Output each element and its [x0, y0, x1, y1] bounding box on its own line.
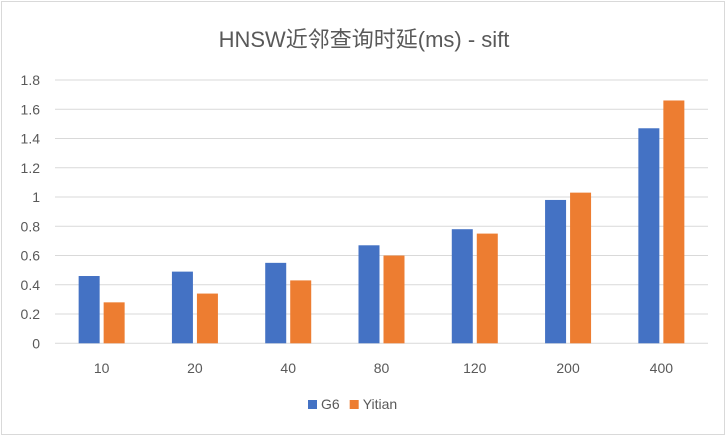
x-tick-label: 120	[463, 360, 487, 376]
legend-swatch-g6	[308, 400, 317, 409]
bar-yitian-40	[290, 280, 312, 344]
bar-g6-20	[171, 271, 193, 344]
y-tick-label: 0.6	[21, 248, 41, 264]
bar-g6-80	[358, 245, 380, 344]
bar-g6-40	[265, 262, 287, 344]
bar-g6-200	[545, 199, 567, 344]
legend-label-yitian: Yitian	[363, 396, 398, 412]
legend-swatch-yitian	[349, 400, 359, 409]
y-tick-label: 1.4	[21, 131, 41, 147]
legend-label-g6: G6	[321, 396, 340, 412]
x-tick-label: 80	[374, 360, 390, 376]
x-tick-label: 10	[94, 360, 110, 376]
y-tick-label: 1	[32, 189, 40, 205]
bar-yitian-20	[196, 293, 218, 344]
y-tick-label: 0	[32, 335, 40, 351]
bar-g6-10	[78, 276, 100, 344]
bar-yitian-10	[103, 302, 125, 344]
bar-yitian-120	[476, 233, 498, 344]
bar-yitian-200	[570, 192, 592, 344]
bar-g6-400	[638, 128, 660, 344]
y-tick-label: 0.2	[21, 306, 41, 322]
x-tick-label: 200	[556, 360, 580, 376]
bar-g6-120	[451, 229, 473, 344]
bar-yitian-400	[663, 100, 685, 344]
bar-yitian-80	[383, 255, 405, 344]
y-tick-label: 1.6	[21, 101, 41, 117]
y-tick-label: 1.2	[21, 160, 41, 176]
y-tick-label: 0.4	[21, 277, 41, 293]
x-tick-label: 400	[650, 360, 674, 376]
x-tick-label: 20	[187, 360, 203, 376]
chart-title: HNSW近邻查询时延(ms) - sift	[219, 27, 510, 52]
x-tick-label: 40	[280, 360, 296, 376]
y-tick-label: 0.8	[21, 218, 41, 234]
y-tick-label: 1.8	[21, 72, 41, 88]
